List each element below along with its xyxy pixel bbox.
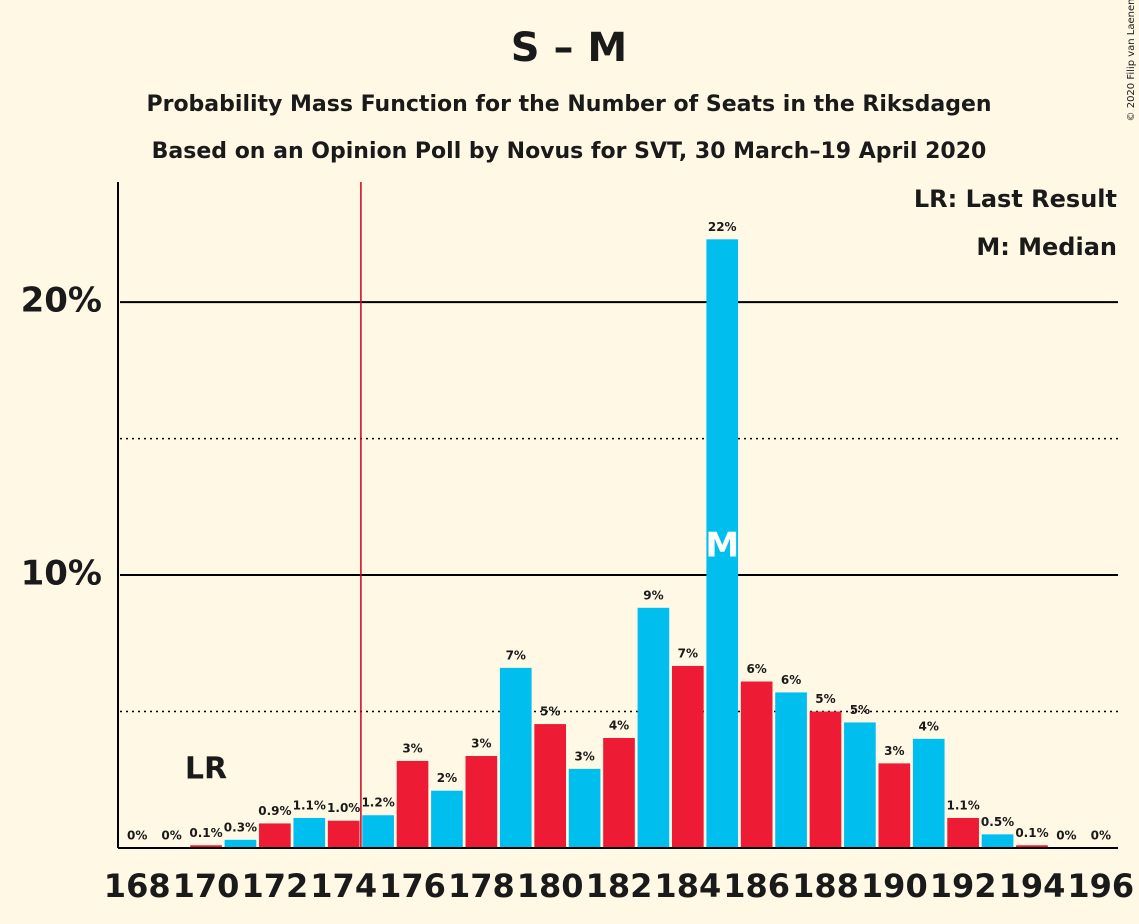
x-tick-label: 170 bbox=[173, 867, 240, 905]
bar bbox=[431, 790, 463, 848]
x-tick-label: 196 bbox=[1067, 867, 1134, 905]
value-label: 6% bbox=[781, 673, 801, 687]
value-label: 4% bbox=[609, 719, 629, 733]
value-label: 0.1% bbox=[1015, 826, 1048, 840]
value-label: 0.1% bbox=[189, 826, 222, 840]
bar bbox=[465, 756, 498, 848]
value-label: 3% bbox=[471, 737, 491, 751]
copyright: © 2020 Filip van Laenen bbox=[1126, 0, 1137, 121]
value-label: 5% bbox=[850, 703, 870, 717]
median-label: M bbox=[705, 526, 739, 566]
x-tick-label: 192 bbox=[930, 867, 997, 905]
bar bbox=[912, 738, 945, 848]
x-tick-label: 194 bbox=[999, 867, 1066, 905]
y-tick-label: 10% bbox=[21, 554, 102, 594]
bar bbox=[844, 722, 876, 848]
value-label: 0.3% bbox=[224, 820, 257, 834]
value-label: 1.1% bbox=[293, 798, 326, 812]
x-tick-label: 180 bbox=[517, 867, 584, 905]
x-tick-label: 176 bbox=[379, 867, 446, 905]
bar bbox=[809, 711, 842, 848]
x-tick-label: 190 bbox=[861, 867, 928, 905]
bar bbox=[947, 817, 979, 848]
bar bbox=[878, 763, 911, 848]
value-label: 3% bbox=[402, 741, 422, 755]
bar bbox=[1016, 845, 1048, 848]
chart-title: S – M bbox=[511, 25, 627, 71]
legend-entry: LR: Last Result bbox=[914, 185, 1117, 213]
value-label: 1.2% bbox=[361, 796, 394, 810]
x-tick-label: 182 bbox=[586, 867, 653, 905]
x-tick-label: 174 bbox=[310, 867, 377, 905]
value-label: 5% bbox=[815, 692, 835, 706]
value-label: 4% bbox=[919, 719, 939, 733]
bar bbox=[190, 845, 222, 848]
x-tick-label: 178 bbox=[448, 867, 515, 905]
bar bbox=[706, 239, 739, 848]
bar bbox=[396, 760, 429, 848]
bar bbox=[603, 738, 635, 848]
x-tick-label: 172 bbox=[241, 867, 308, 905]
value-label: 6% bbox=[746, 662, 766, 676]
value-label: 0% bbox=[127, 829, 147, 843]
x-tick-label: 188 bbox=[792, 867, 859, 905]
bar bbox=[362, 815, 394, 848]
value-label: 7% bbox=[678, 646, 698, 660]
bar bbox=[327, 820, 360, 848]
bar bbox=[568, 768, 601, 848]
value-label: 1.1% bbox=[946, 798, 979, 812]
bar bbox=[740, 681, 773, 848]
value-label: 7% bbox=[506, 648, 526, 662]
value-label: 3% bbox=[574, 749, 594, 763]
legend-entry: M: Median bbox=[976, 233, 1117, 261]
value-label: 0% bbox=[161, 829, 181, 843]
chart-subtitle: Probability Mass Function for the Number… bbox=[146, 92, 991, 117]
bar bbox=[671, 665, 704, 848]
value-label: 2% bbox=[437, 771, 457, 785]
x-tick-label: 186 bbox=[723, 867, 790, 905]
value-label: 22% bbox=[708, 220, 737, 234]
bar bbox=[499, 667, 532, 848]
value-label: 0% bbox=[1091, 829, 1111, 843]
bar bbox=[224, 839, 257, 848]
value-label: 1.0% bbox=[327, 801, 360, 815]
bar bbox=[637, 607, 670, 848]
value-label: 5% bbox=[540, 705, 560, 719]
chart-subtitle: Based on an Opinion Poll by Novus for SV… bbox=[152, 139, 987, 164]
value-label: 3% bbox=[884, 744, 904, 758]
bar bbox=[775, 692, 807, 848]
bar bbox=[981, 834, 1014, 848]
bar bbox=[259, 823, 291, 848]
x-tick-label: 184 bbox=[654, 867, 721, 905]
value-label: 9% bbox=[643, 588, 663, 602]
x-tick-label: 168 bbox=[104, 867, 171, 905]
value-label: 0% bbox=[1056, 829, 1076, 843]
y-tick-label: 20% bbox=[21, 281, 102, 321]
value-label: 0.5% bbox=[981, 815, 1014, 829]
bar bbox=[293, 817, 326, 848]
bar bbox=[534, 724, 567, 848]
last-result-label: LR bbox=[185, 752, 227, 787]
value-label: 0.9% bbox=[258, 804, 291, 818]
